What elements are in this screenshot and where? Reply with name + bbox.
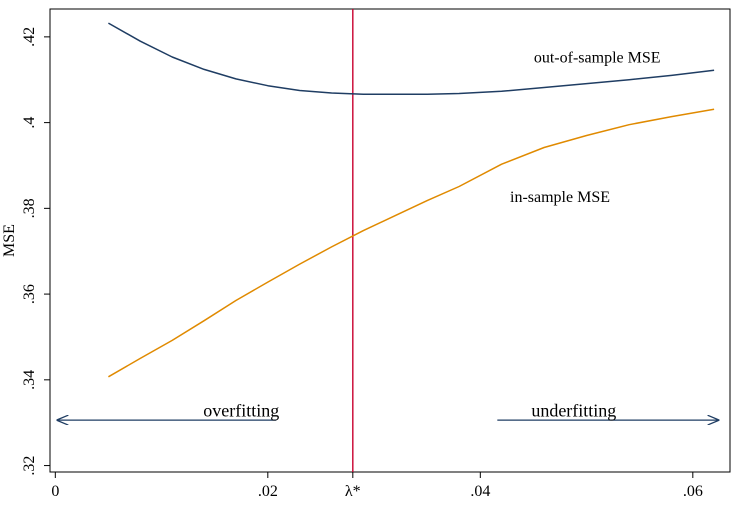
series-line-0 bbox=[108, 22, 715, 96]
text-layer: 0 .02 .04 .06 .32 .34 .36 .38 .4 .42 MSE λ* overfitt… bbox=[1, 27, 703, 500]
x-tick-label: .06 bbox=[683, 483, 703, 500]
series-label-0: out-of-sample MSE bbox=[534, 50, 661, 67]
y-tick-label: .4 bbox=[21, 117, 38, 129]
annotation-1: underfitting bbox=[531, 400, 616, 420]
x-tick-label: .04 bbox=[470, 483, 490, 500]
x-tick-label: 0 bbox=[51, 483, 59, 500]
annotation-0: overfitting bbox=[203, 400, 279, 420]
series-line-1 bbox=[108, 108, 715, 378]
lambda-tick-label: λ* bbox=[345, 483, 361, 500]
y-axis-title: MSE bbox=[1, 224, 18, 257]
y-tick-label: .34 bbox=[21, 370, 38, 390]
y-tick-label: .32 bbox=[21, 456, 38, 476]
axes bbox=[44, 36, 694, 478]
x-tick-label: .02 bbox=[258, 483, 278, 500]
series-label-1: in-sample MSE bbox=[510, 189, 610, 206]
y-tick-label: .42 bbox=[21, 27, 38, 47]
y-tick-label: .36 bbox=[21, 284, 38, 304]
series-lines bbox=[57, 9, 718, 472]
y-tick-label: .38 bbox=[21, 198, 38, 218]
plot-frame bbox=[49, 8, 731, 473]
